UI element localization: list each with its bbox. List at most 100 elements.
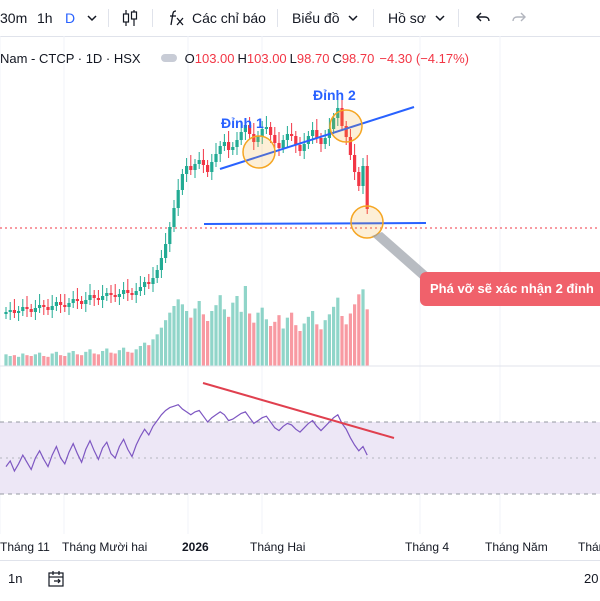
candle-body: [252, 134, 256, 142]
volume-bar: [134, 349, 138, 366]
volume-bar: [33, 354, 37, 366]
volume-bar: [306, 316, 310, 366]
candle-body: [8, 310, 12, 312]
candle-body: [109, 293, 113, 295]
candle-body: [42, 305, 46, 307]
volume-bar: [113, 353, 117, 366]
low-value: 98.70: [296, 50, 330, 66]
neckline-trendline[interactable]: [203, 222, 427, 225]
candle-body: [101, 296, 105, 300]
undo-icon[interactable]: [474, 0, 492, 36]
candle-body: [147, 282, 151, 284]
volume-bar: [138, 346, 142, 366]
volume-bar: [21, 353, 25, 366]
change-value: −4.30 (−4.17%): [379, 50, 469, 66]
volume-bar: [109, 352, 113, 366]
volume-bar: [101, 351, 105, 366]
time-axis[interactable]: Tháng 11 Tháng Mười hai 2026 Tháng Hai T…: [0, 534, 600, 558]
candle-body: [12, 310, 16, 313]
volume-bar: [319, 329, 323, 366]
volume-bar: [235, 296, 239, 366]
resistance-trendline[interactable]: [219, 106, 415, 170]
candle-body: [189, 166, 193, 170]
volume-bar: [105, 348, 109, 366]
volume-bar: [248, 313, 252, 366]
volume-bar: [281, 328, 285, 366]
interval-30m-button[interactable]: 30m: [0, 0, 27, 36]
candlestick-chart-type-icon[interactable]: [120, 0, 140, 36]
candle-body: [218, 146, 222, 154]
candle-body: [332, 118, 336, 129]
candle-body: [126, 290, 130, 293]
peak-1-circle: [242, 135, 276, 169]
toolbar-divider: [152, 9, 153, 27]
breakout-callout[interactable]: Phá vỡ sẽ xác nhận 2 đỉnh: [420, 272, 600, 306]
timezone-label[interactable]: 20: [584, 571, 599, 586]
candle-body: [273, 135, 277, 143]
indicators-button[interactable]: Các chỉ báo: [166, 0, 266, 36]
candle-body: [71, 299, 75, 303]
candle-body: [344, 126, 348, 137]
volume-bar: [285, 317, 289, 366]
chart-canvas[interactable]: [0, 36, 600, 534]
redo-icon[interactable]: [510, 0, 528, 36]
candle-body: [214, 154, 218, 162]
volume-bar: [353, 304, 357, 366]
candle-body: [243, 125, 247, 132]
volume-bar: [214, 305, 218, 366]
chevron-down-icon: [347, 12, 359, 24]
time-label: Tháng Mười hai: [62, 540, 148, 554]
toolbar-divider: [277, 9, 278, 27]
volume-bar: [122, 347, 126, 366]
volume-bar: [323, 320, 327, 366]
volume-bar: [239, 311, 243, 366]
candle-body: [319, 138, 323, 144]
profile-menu[interactable]: Hồ sơ: [388, 0, 446, 36]
top-toolbar: 30m 1h D Các chỉ báo Biểu đồ Hồ sơ: [0, 0, 600, 37]
volume-bar: [59, 355, 63, 366]
volume-bar: [172, 306, 176, 366]
rsi-divergence-line[interactable]: [202, 382, 395, 439]
volume-bar: [25, 355, 29, 366]
volume-bar: [340, 316, 344, 366]
interval-dropdown-chevron-icon[interactable]: [86, 0, 98, 36]
candle-body: [143, 282, 147, 287]
candle-body: [134, 291, 138, 295]
volume-bar: [344, 324, 348, 366]
volume-bar: [63, 356, 67, 366]
candle-body: [365, 166, 369, 209]
toolbar-divider: [458, 9, 459, 27]
candle-body: [130, 293, 134, 295]
candle-body: [269, 127, 273, 135]
candle-body: [75, 299, 79, 301]
peak-2-circle: [329, 109, 363, 143]
candle-body: [277, 143, 281, 148]
peak-2-label: Đỉnh 2: [313, 87, 356, 103]
volume-bar: [252, 322, 256, 366]
callout-pointer: [372, 232, 432, 282]
volume-bar: [361, 289, 365, 366]
volume-bar: [294, 325, 298, 366]
volume-bar: [311, 311, 315, 366]
volume-bar: [180, 304, 184, 366]
bottom-toolbar: 1n 20: [0, 560, 600, 601]
interval-d-button[interactable]: D: [65, 0, 75, 36]
candle-body: [159, 258, 163, 270]
volume-bar: [151, 339, 155, 366]
volume-bar: [365, 309, 369, 366]
chevron-down-icon: [434, 12, 446, 24]
volume-bar: [185, 311, 189, 366]
calendar-goto-date-icon[interactable]: [46, 569, 66, 589]
volume-bar: [332, 306, 336, 366]
symbol-title[interactable]: Nam - CTCP · 1D · HSX: [0, 50, 141, 66]
time-label: Tháng: [578, 540, 600, 554]
candle-body: [92, 295, 96, 298]
interval-1h-button[interactable]: 1h: [37, 0, 53, 36]
candle-body: [80, 301, 84, 304]
chart-layout-menu[interactable]: Biểu đồ: [292, 0, 359, 36]
time-label: Tháng Năm: [485, 540, 548, 554]
range-1n-button[interactable]: 1n: [8, 571, 23, 586]
candle-body: [164, 244, 168, 258]
candle-body: [231, 147, 235, 150]
volume-bar: [176, 299, 180, 366]
